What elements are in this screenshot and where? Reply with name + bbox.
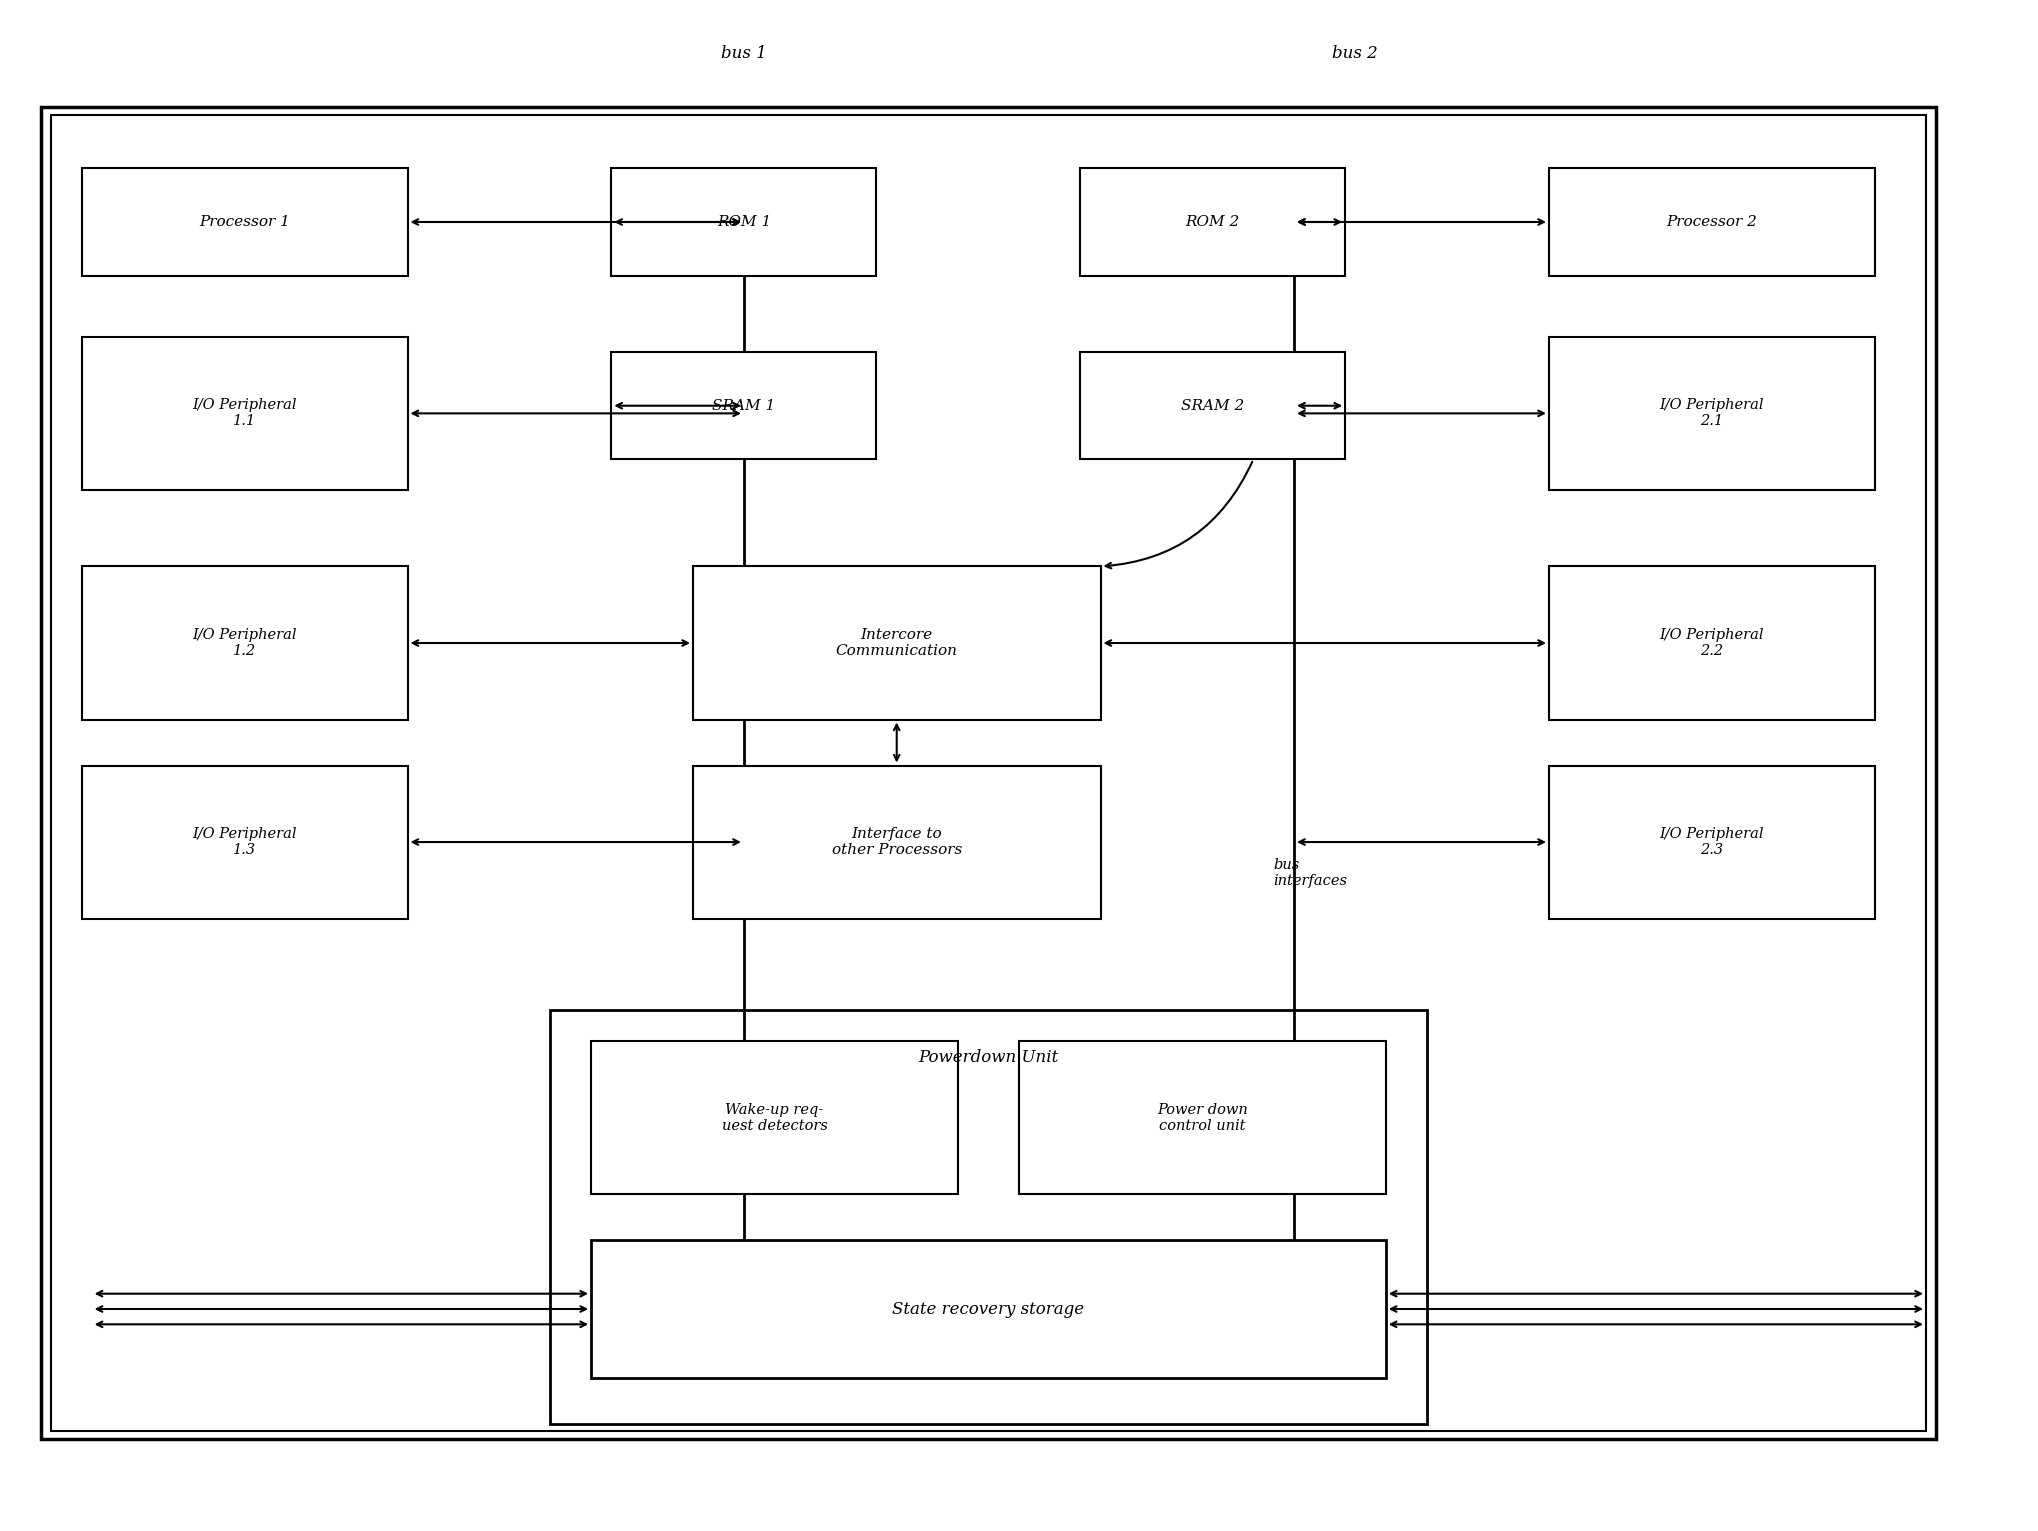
FancyBboxPatch shape — [1549, 337, 1875, 490]
FancyBboxPatch shape — [82, 168, 408, 276]
FancyBboxPatch shape — [1549, 168, 1875, 276]
Text: bus
interfaces: bus interfaces — [1274, 857, 1347, 888]
FancyBboxPatch shape — [1080, 352, 1345, 459]
FancyBboxPatch shape — [611, 168, 876, 276]
FancyBboxPatch shape — [1019, 1041, 1386, 1194]
Text: Wake-up req-
uest detectors: Wake-up req- uest detectors — [721, 1102, 827, 1133]
Text: I/O Peripheral
2.2: I/O Peripheral 2.2 — [1659, 628, 1765, 658]
FancyBboxPatch shape — [82, 766, 408, 919]
FancyBboxPatch shape — [1549, 566, 1875, 720]
Text: SRAM 1: SRAM 1 — [711, 398, 776, 413]
FancyBboxPatch shape — [693, 766, 1101, 919]
Text: SRAM 2: SRAM 2 — [1180, 398, 1245, 413]
Text: I/O Peripheral
1.3: I/O Peripheral 1.3 — [192, 827, 298, 857]
Text: bus 2: bus 2 — [1333, 44, 1378, 63]
Text: ROM 1: ROM 1 — [717, 214, 770, 230]
Text: Interface to
other Processors: Interface to other Processors — [832, 827, 962, 857]
Text: Intercore
Communication: Intercore Communication — [836, 628, 958, 658]
Text: Processor 2: Processor 2 — [1667, 214, 1757, 230]
FancyBboxPatch shape — [591, 1240, 1386, 1378]
Text: I/O Peripheral
1.2: I/O Peripheral 1.2 — [192, 628, 298, 658]
FancyBboxPatch shape — [611, 352, 876, 459]
Text: Processor 1: Processor 1 — [200, 214, 289, 230]
Text: State recovery storage: State recovery storage — [893, 1300, 1084, 1318]
FancyBboxPatch shape — [82, 566, 408, 720]
Text: Power down
control unit: Power down control unit — [1158, 1102, 1247, 1133]
FancyBboxPatch shape — [1549, 766, 1875, 919]
Text: I/O Peripheral
1.1: I/O Peripheral 1.1 — [192, 398, 298, 429]
FancyBboxPatch shape — [1080, 168, 1345, 276]
FancyBboxPatch shape — [550, 1010, 1427, 1424]
Text: I/O Peripheral
2.1: I/O Peripheral 2.1 — [1659, 398, 1765, 429]
FancyBboxPatch shape — [693, 566, 1101, 720]
Text: Powerdown Unit: Powerdown Unit — [919, 1049, 1058, 1066]
FancyBboxPatch shape — [591, 1041, 958, 1194]
FancyBboxPatch shape — [82, 337, 408, 490]
Text: I/O Peripheral
2.3: I/O Peripheral 2.3 — [1659, 827, 1765, 857]
Text: bus 1: bus 1 — [721, 44, 766, 63]
Text: ROM 2: ROM 2 — [1186, 214, 1239, 230]
